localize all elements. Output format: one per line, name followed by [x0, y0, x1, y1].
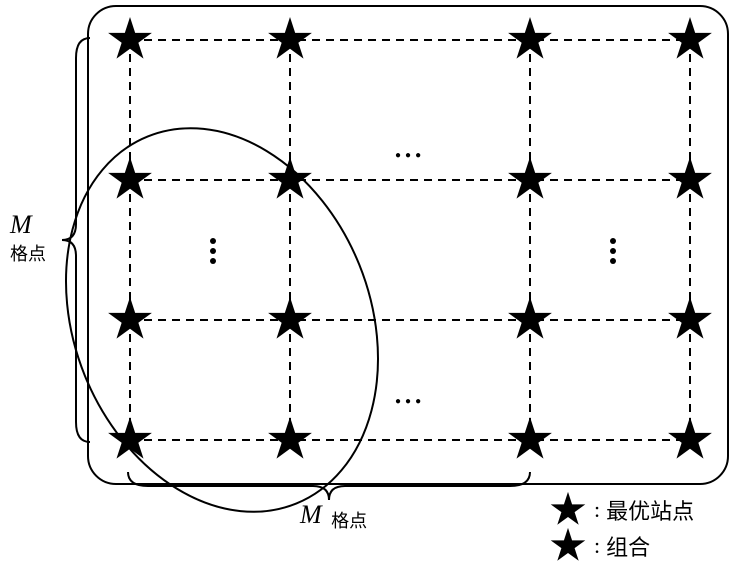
legend-colon: : [594, 533, 600, 559]
left-axis-label: M 格点 [10, 210, 46, 266]
legend-row-top: : 最优站点 [548, 490, 694, 530]
star-icon [548, 490, 588, 530]
legend-colon: : [594, 497, 600, 523]
left-brace [62, 38, 90, 442]
diagram-svg [0, 0, 746, 566]
ellipsis-h: ●●● [395, 150, 425, 161]
legend-row-bottom: : 组合 [548, 526, 650, 566]
diagram-canvas: { "grid": { "type": "network", "cols_x":… [0, 0, 746, 566]
star-icon [548, 526, 588, 566]
left-axis-var: M [10, 210, 32, 239]
legend-bottom-text: 组合 [606, 530, 650, 562]
grid-stars [108, 17, 712, 459]
left-axis-sub: 格点 [10, 244, 46, 264]
bottom-axis-var: M [300, 500, 322, 529]
legend-top-text: 最优站点 [606, 494, 694, 526]
ellipsis-h: ●●● [395, 396, 425, 407]
bottom-axis-label: M 格点 [300, 500, 363, 530]
bottom-axis-sub: 格点 [331, 511, 367, 531]
boundary-rect [88, 6, 728, 484]
